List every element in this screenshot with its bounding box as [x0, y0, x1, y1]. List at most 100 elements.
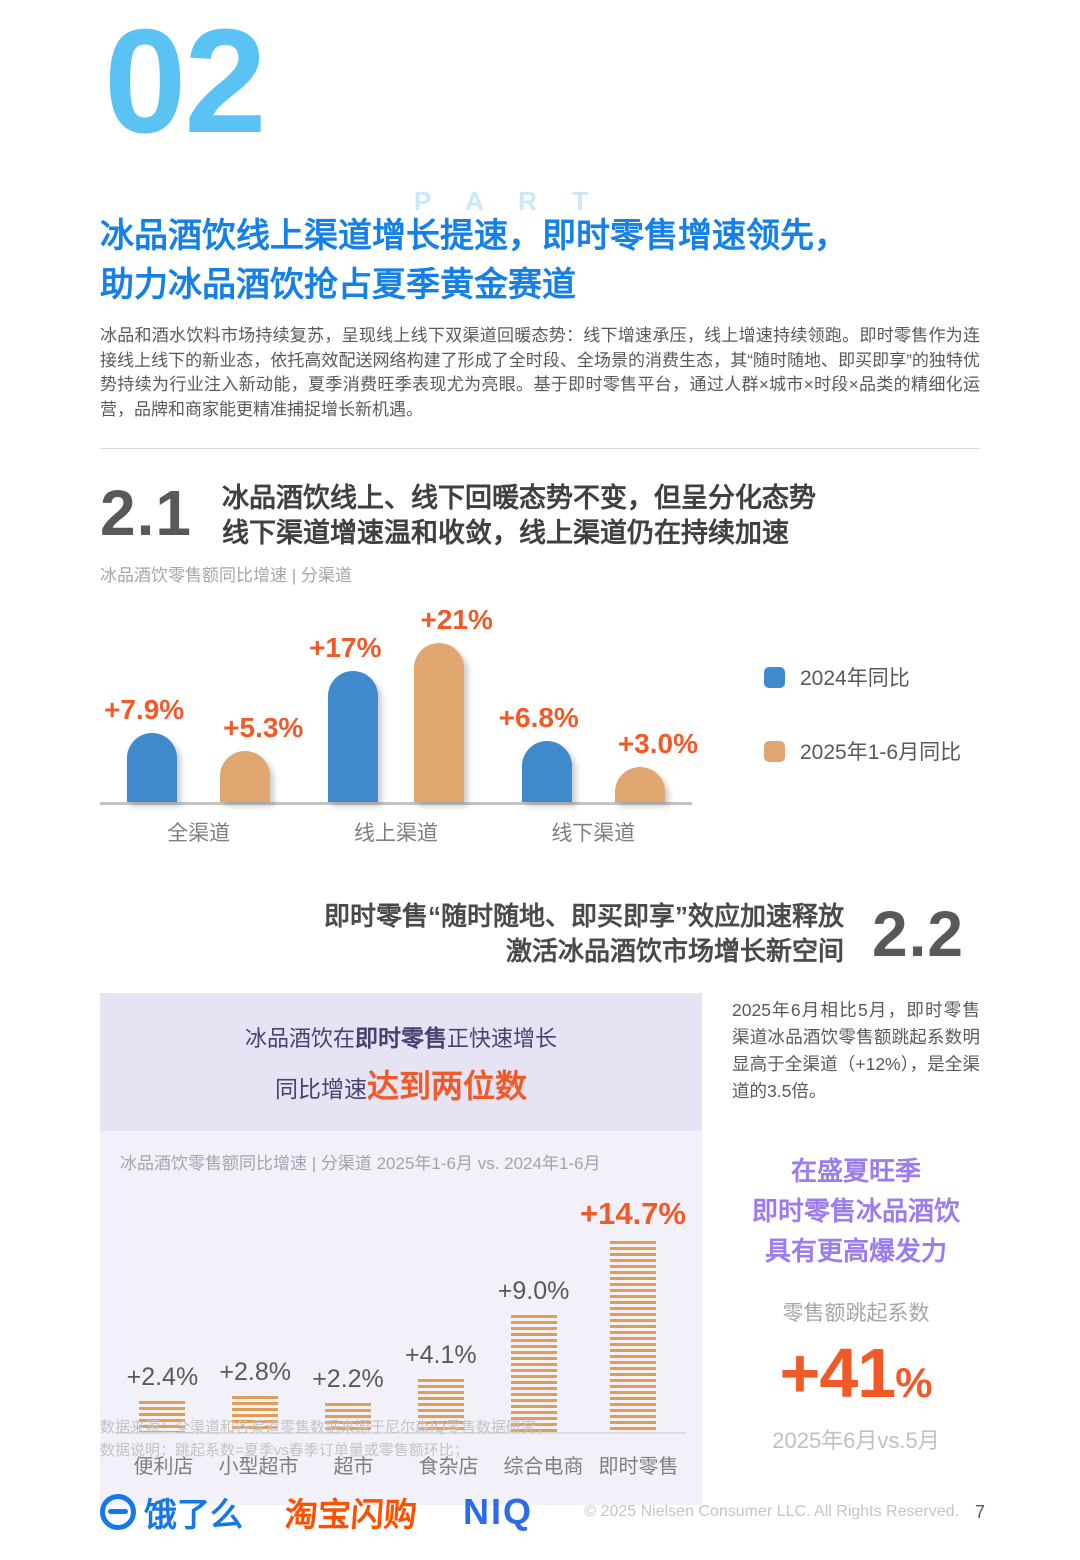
panel-title-pre: 冰品酒饮在	[244, 1026, 355, 1051]
section-2-2-right-column: 2025年6月相比5月，即时零售渠道冰品酒饮零售额跳起系数明显高于全渠道（+12…	[732, 993, 980, 1455]
page-number: 7	[974, 1501, 985, 1522]
eleme-logo-text: 饿了么	[144, 1496, 243, 1533]
bar-value-label: +17%	[309, 632, 382, 663]
data-source-note: 数据来源：全渠道和各渠道零售数据来源于尼尔森IQ零售数据研究； 数据说明：跳起系…	[100, 1416, 985, 1462]
copyright-text: © 2025 Nielsen Consumer LLC. All Rights …	[584, 1503, 959, 1520]
striped-bar	[417, 1379, 464, 1432]
channel-chart-row: +7.9% +5.3% +17% +21% +6.8% +3.0% 全渠道 线上渠道 线下渠道…	[100, 600, 980, 847]
footer-logo-row: 饿了么 淘宝闪购 NIQ © 2025 Nielsen Consumer LLC…	[100, 1488, 985, 1536]
detail-chart-categories: 便利店 小型超市 超市 食杂店 综合电商 即时零售	[116, 1434, 686, 1505]
bar-全渠道-2024年同比: +7.9%	[104, 694, 192, 802]
panel-title-line1: 冰品酒饮在即时零售正快速增长	[110, 1019, 692, 1053]
category-label: 食杂店	[418, 1456, 479, 1478]
bar-group-食杂店: +4.1%	[394, 1341, 487, 1432]
category-label: 全渠道	[167, 822, 231, 845]
bar-value-label: +6.8%	[498, 702, 579, 733]
category-label: 小型超市	[218, 1456, 299, 1478]
niq-logo: NIQ	[463, 1491, 534, 1532]
taobao-shangou-logo: 淘宝闪购	[283, 1496, 419, 1533]
bar-线下渠道-2024年同比: +6.8%	[499, 702, 587, 802]
bar	[328, 671, 379, 802]
channel-detail-chart: +2.4% +2.8% +2.2% +4.1% +9.0% +14.7% 便利店 小型超市 超…	[100, 1180, 702, 1505]
bar-group-3: +6.8% +3.0%	[495, 702, 698, 802]
bar-线上渠道-2024年同比: +17%	[309, 632, 389, 802]
source-line1: 数据来源：全渠道和各渠道零售数据来源于尼尔森IQ零售数据研究；	[100, 1419, 551, 1436]
panel-title-line2: 同比增速达到两位数	[110, 1061, 692, 1107]
striped-bar	[324, 1403, 371, 1432]
panel-title-post: 正快速增长	[447, 1026, 558, 1051]
detail-chart-bars: +2.4% +2.8% +2.2% +4.1% +9.0% +14.7%	[116, 1180, 686, 1434]
metric-number: +41	[779, 1334, 896, 1412]
bar-value-label: +4.1%	[404, 1341, 477, 1369]
section-2-1-heading-line1: 冰品酒饮线上、线下回暖态势不变，但呈分化态势	[221, 483, 816, 513]
section-2-2-header: 即时零售“随时随地、即买即享”效应加速释放 激活冰品酒饮市场增长新空间 2.2	[100, 897, 980, 971]
metric-label: 零售额跳起系数	[782, 1302, 930, 1325]
panel-title-bold: 即时零售	[355, 1025, 447, 1051]
channel-growth-chart: +7.9% +5.3% +17% +21% +6.8% +3.0% 全渠道 线上渠道 线下渠道	[100, 600, 698, 847]
section-divider	[100, 448, 980, 449]
insight-paragraph: 2025年6月相比5月，即时零售渠道冰品酒饮零售额跳起系数明显高于全渠道（+12…	[732, 1000, 980, 1101]
channel-chart-bars: +7.9% +5.3% +17% +21% +6.8% +3.0%	[100, 600, 698, 805]
bar	[521, 741, 572, 802]
bar-value-label: +9.0%	[497, 1277, 570, 1305]
bar	[127, 733, 178, 802]
eleme-e-icon	[100, 1494, 136, 1530]
bar-value-label: +3.0%	[617, 728, 698, 759]
eleme-logo: 饿了么	[100, 1488, 243, 1536]
bar-线上渠道-2025年1-6月同比: +21%	[402, 604, 493, 802]
bar-group-综合电商: +9.0%	[487, 1277, 580, 1432]
legend-swatch-icon	[764, 740, 785, 762]
chart1-caption: 冰品酒饮零售额同比增速 | 分渠道	[100, 566, 352, 585]
bar-全渠道-2025年1-6月同比: +5.3%	[205, 712, 303, 802]
section-2-1: 2.1 冰品酒饮线上、线下回暖态势不变，但呈分化态势 线下渠道增速温和收敛，线上…	[100, 477, 980, 847]
bar-value-label: +21%	[420, 604, 493, 635]
legend-label: 2024年同比	[800, 667, 910, 690]
legend-label: 2025年1-6月同比	[800, 741, 962, 764]
bar-value-label: +7.9%	[103, 694, 185, 725]
highlight-line2: 即时零售冰品酒饮	[751, 1196, 960, 1226]
section-2-2-number: 2.2	[872, 898, 964, 970]
highlight-line3: 具有更高爆发力	[764, 1236, 947, 1266]
section-2-2-heading: 即时零售“随时随地、即买即享”效应加速释放 激活冰品酒饮市场增长新空间	[324, 899, 844, 969]
bar-group-2: +17% +21%	[297, 604, 494, 802]
bar-value-label: +5.3%	[223, 712, 304, 743]
section-2-1-header: 2.1 冰品酒饮线上、线下回暖态势不变，但呈分化态势 线下渠道增速温和收敛，线上…	[100, 477, 980, 551]
bar-value-label: +14.7%	[579, 1196, 686, 1231]
bar-group-1: +7.9% +5.3%	[100, 694, 303, 802]
metric-unit: %	[895, 1359, 933, 1406]
striped-bar	[510, 1315, 557, 1432]
chart-legend: 2024年同比 2025年1-6月同比	[764, 600, 961, 847]
bar-value-label: +2.4%	[126, 1363, 199, 1391]
bar-value-label: +2.8%	[219, 1358, 291, 1386]
category-label: 线上渠道	[353, 822, 438, 845]
section-2-2-heading-line1: 即时零售“随时随地、即买即享”效应加速释放	[324, 901, 845, 931]
category-label: 超市	[333, 1456, 374, 1478]
page-header: 02 P A R T 冰品酒饮线上渠道增长提速，即时零售增速领先， 助力冰品酒饮…	[100, 0, 980, 318]
channel-chart-categories: 全渠道 线上渠道 线下渠道	[100, 817, 692, 847]
page-title-line2: 助力冰品酒饮抢占夏季黄金赛道	[100, 266, 576, 304]
page-footer: 数据来源：全渠道和各渠道零售数据来源于尼尔森IQ零售数据研究； 数据说明：跳起系…	[100, 1416, 985, 1536]
part-label: P A R T	[414, 186, 603, 216]
section-2-1-heading: 冰品酒饮线上、线下回暖态势不变，但呈分化态势 线下渠道增速温和收敛，线上渠道仍在…	[222, 477, 816, 551]
panel-title: 冰品酒饮在即时零售正快速增长 同比增速达到两位数	[100, 993, 702, 1131]
category-label: 即时零售	[598, 1456, 679, 1478]
section-2-2-heading-line2: 激活冰品酒饮市场增长新空间	[506, 936, 845, 966]
bar-线下渠道-2025年1-6月同比: +3.0%	[600, 728, 698, 802]
part-number: 02	[104, 0, 267, 164]
legend-swatch-icon	[764, 666, 785, 688]
metric-value: +41%	[732, 1333, 980, 1413]
section-2-1-number: 2.1	[100, 477, 192, 549]
section-2-2-body: 冰品酒饮在即时零售正快速增长 同比增速达到两位数 冰品酒饮零售额同比增速 | 分…	[100, 993, 980, 1505]
instant-retail-panel: 冰品酒饮在即时零售正快速增长 同比增速达到两位数 冰品酒饮零售额同比增速 | 分…	[100, 993, 702, 1505]
panel-title2-highlight: 达到两位数	[366, 1068, 527, 1104]
page-title: 冰品酒饮线上渠道增长提速，即时零售增速领先， 助力冰品酒饮抢占夏季黄金赛道	[100, 212, 848, 310]
category-label: 便利店	[133, 1456, 194, 1478]
striped-bar	[232, 1396, 279, 1432]
highlight-line1: 在盛夏旺季	[790, 1156, 921, 1186]
bar	[614, 767, 665, 802]
legend-item: 2024年同比	[764, 662, 961, 692]
category-label: 线下渠道	[551, 822, 636, 845]
intro-paragraph: 冰品和酒水饮料市场持续复苏，呈现线上线下双渠道回暖态势：线下增速承压，线上增速持…	[100, 326, 980, 419]
bar	[413, 643, 464, 802]
striped-bar	[139, 1401, 186, 1432]
